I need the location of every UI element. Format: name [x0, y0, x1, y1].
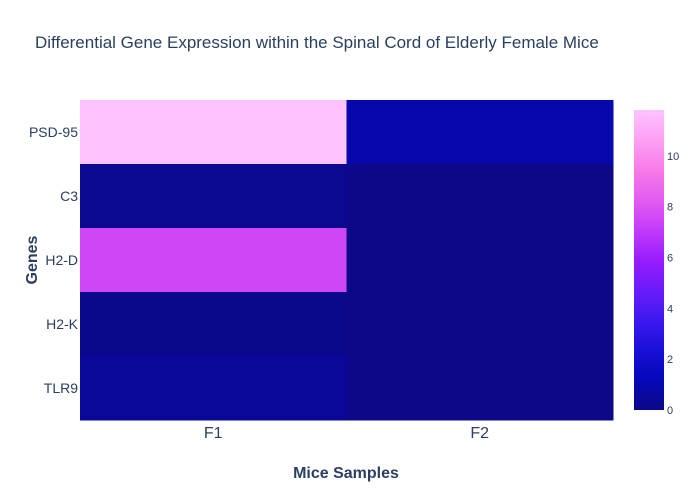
x-tick-label: F1: [204, 425, 223, 442]
heatmap-cell[interactable]: [80, 100, 347, 165]
y-axis-title: Genes: [24, 235, 41, 284]
y-tick-label: TLR9: [44, 380, 78, 396]
y-tick-labels: PSD-95 C3 H2-D H2-K TLR9: [29, 124, 79, 396]
colorbar-tick-label: 0: [667, 405, 673, 417]
heatmap-cell[interactable]: [80, 292, 347, 357]
heatmap-cell[interactable]: [346, 164, 614, 229]
y-tick-label: H2-D: [45, 252, 78, 268]
heatmap-cell[interactable]: [346, 292, 614, 357]
colorbar-tick-label: 4: [667, 303, 673, 315]
x-axis-title: Mice Samples: [293, 465, 399, 482]
colorbar: [634, 110, 664, 410]
heatmap-cell[interactable]: [80, 356, 347, 421]
colorbar-tick-labels: 0 2 4 6 8 10: [667, 151, 679, 417]
heatmap-cell[interactable]: [346, 356, 614, 421]
heatmap-cell[interactable]: [346, 100, 614, 165]
chart-title: Differential Gene Expression within the …: [35, 33, 599, 52]
x-tick-label: F2: [470, 425, 489, 442]
colorbar-tick-label: 8: [667, 202, 673, 214]
heatmap-cell[interactable]: [80, 228, 347, 293]
x-tick-labels: F1 F2: [204, 425, 489, 442]
heatmap-cells: [80, 100, 614, 421]
y-tick-label: H2-K: [46, 316, 79, 332]
colorbar-tick-label: 2: [667, 354, 673, 366]
colorbar-tick-label: 10: [667, 151, 679, 163]
colorbar-tick-label: 6: [667, 252, 673, 264]
heatmap-cell[interactable]: [80, 164, 347, 229]
y-tick-label: C3: [60, 188, 78, 204]
y-tick-label: PSD-95: [29, 124, 78, 140]
heatmap-cell[interactable]: [346, 228, 614, 293]
